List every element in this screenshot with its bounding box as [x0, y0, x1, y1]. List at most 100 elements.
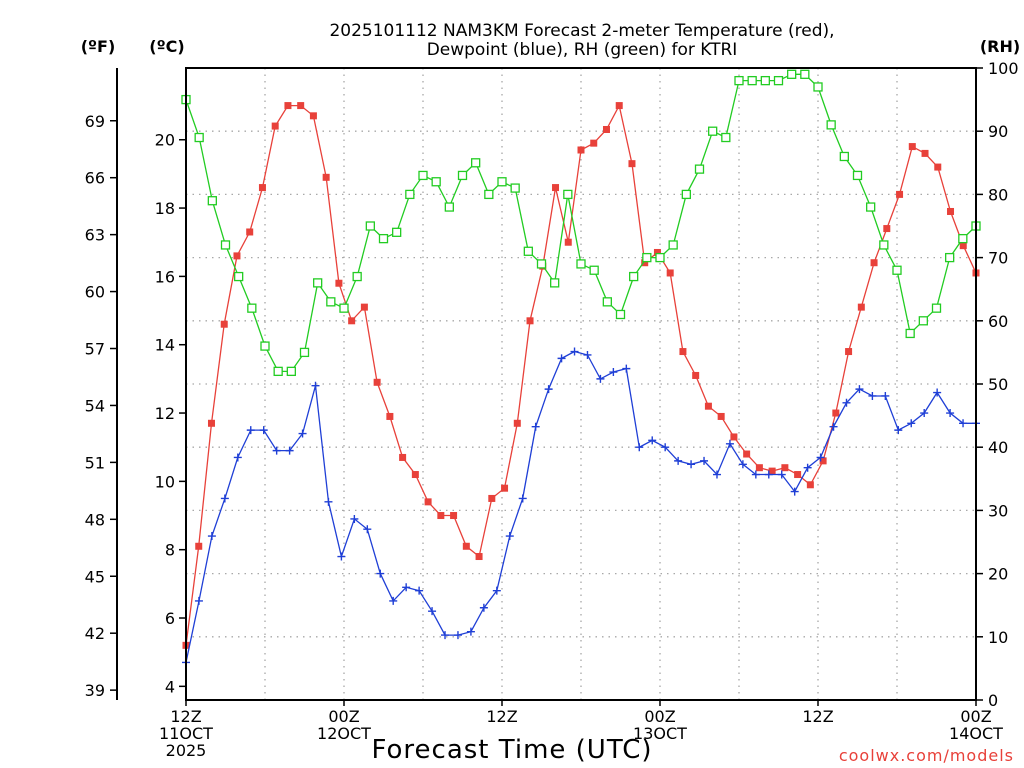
2-meter-temperature-point — [908, 143, 916, 151]
2-meter-temperature-point — [602, 125, 610, 133]
rh-point — [286, 366, 296, 377]
dewpoint-point — [635, 443, 644, 452]
dewpoint-point — [907, 419, 916, 428]
chart-title-line-1: 2025101112 NAM3KM Forecast 2-meter Tempe… — [329, 21, 834, 41]
rh-point — [563, 189, 573, 200]
rh-point — [958, 233, 968, 244]
rh-point — [484, 189, 494, 200]
rh-point — [207, 196, 217, 206]
x-tick-label: 00Z — [328, 707, 359, 726]
axes: 39 42 45 48 51 54 57 60 63 66 69 4 6 8 10 12 14 16 18 20 0 10… — [85, 59, 1019, 760]
rh-point — [418, 170, 428, 181]
2-meter-temperature-point — [233, 252, 241, 260]
dewpoint-point — [298, 429, 307, 438]
rh-point — [247, 303, 257, 313]
rh-point — [405, 189, 415, 200]
rh-point — [299, 347, 310, 358]
dewpoint-point — [933, 388, 942, 397]
2-meter-temperature-point — [743, 450, 751, 458]
2-meter-temperature-point — [896, 190, 904, 198]
2-meter-temperature-point — [386, 412, 394, 420]
rh-point — [629, 271, 639, 282]
dewpoint-point — [712, 470, 721, 479]
dewpoint-point — [764, 470, 773, 479]
dewpoint-point — [803, 463, 812, 472]
fahrenheit-tick-label: 66 — [85, 169, 105, 188]
dewpoint-point — [402, 583, 411, 592]
2-meter-temperature-point — [857, 303, 865, 311]
fahrenheit-tick-label: 63 — [85, 226, 105, 245]
2-meter-temperature-point — [309, 112, 317, 120]
x-tick-label: 11OCT — [159, 724, 213, 743]
dewpoint-point — [868, 391, 877, 400]
plot-frame — [185, 67, 977, 701]
rh-point — [879, 240, 889, 250]
fahrenheit-tick-label: 48 — [85, 510, 105, 529]
rh-tick-label: 30 — [988, 501, 1008, 520]
rh-point — [721, 132, 731, 143]
rh-point — [694, 164, 705, 174]
celsius-tick-label: 18 — [155, 199, 175, 218]
dewpoint-point — [596, 374, 605, 383]
dewpoint-point — [738, 460, 747, 469]
x-tick-label: 14OCT — [949, 724, 1003, 743]
x-tick-label: 13OCT — [633, 724, 687, 743]
2-meter-temperature-point — [207, 419, 215, 427]
dewpoint-point — [220, 494, 229, 503]
rh-point — [615, 309, 626, 320]
dewpoint-point — [324, 497, 333, 506]
2-meter-temperature-point — [450, 512, 458, 520]
rh-point — [918, 316, 928, 326]
dewpoint-point — [855, 385, 864, 394]
dewpoint-point — [959, 419, 968, 428]
2-meter-temperature-point — [704, 402, 712, 410]
2-meter-temperature-point — [297, 102, 305, 110]
x-tick-label: 12OCT — [317, 724, 371, 743]
rh-point — [471, 158, 481, 168]
dewpoint-point — [842, 398, 851, 407]
dewpoint-point — [583, 350, 592, 359]
x-tick-label: 12Z — [486, 707, 517, 726]
fahrenheit-tick-label: 54 — [85, 396, 105, 415]
dewpoint-point — [894, 426, 903, 435]
rh-point — [365, 221, 375, 231]
rh-tick-label: 50 — [988, 375, 1008, 394]
chart-title-line-2: Dewpoint (blue), RH (green) for KTRI — [427, 40, 738, 60]
dewpoint-point — [207, 532, 216, 541]
2-meter-temperature-point — [832, 409, 840, 417]
celsius-tick-label: 8 — [165, 541, 175, 560]
rh-axis-label: (RH) — [980, 37, 1020, 56]
dewpoint-point — [337, 552, 346, 561]
dewpoint-point — [622, 364, 631, 373]
2-meter-temperature-point — [360, 303, 368, 311]
dewpoint-point — [272, 446, 281, 455]
x-tick-label: 12Z — [170, 707, 201, 726]
celsius-tick-label: 10 — [155, 472, 175, 491]
rh-point — [536, 259, 547, 269]
rh-point — [734, 75, 744, 86]
dewpoint-point — [389, 596, 398, 605]
2-meter-temperature-point — [845, 348, 853, 356]
fahrenheit-axis-label: (ºF) — [81, 37, 116, 56]
2-meter-temperature-point — [653, 248, 661, 256]
2-meter-temperature-point — [488, 494, 496, 502]
2-meter-temperature-point — [284, 102, 292, 110]
dewpoint-point — [428, 607, 437, 616]
2-meter-temperature-point — [399, 453, 407, 461]
celsius-axis-label: (ºC) — [149, 37, 184, 56]
rh-point — [839, 151, 849, 162]
2-meter-temperature-point — [462, 542, 470, 550]
rh-point — [602, 297, 612, 307]
celsius-tick-label: 12 — [155, 404, 175, 423]
rh-tick-label: 90 — [988, 122, 1008, 141]
rh-point — [905, 328, 915, 339]
rh-point — [681, 189, 691, 200]
dewpoint-point — [531, 422, 540, 431]
2-meter-temperature-point — [258, 184, 266, 192]
rh-point — [313, 278, 323, 288]
2-meter-temperature-point — [692, 371, 700, 379]
rh-point — [352, 271, 362, 282]
rh-tick-label: 70 — [988, 249, 1008, 268]
fahrenheit-tick-label: 57 — [85, 340, 105, 359]
